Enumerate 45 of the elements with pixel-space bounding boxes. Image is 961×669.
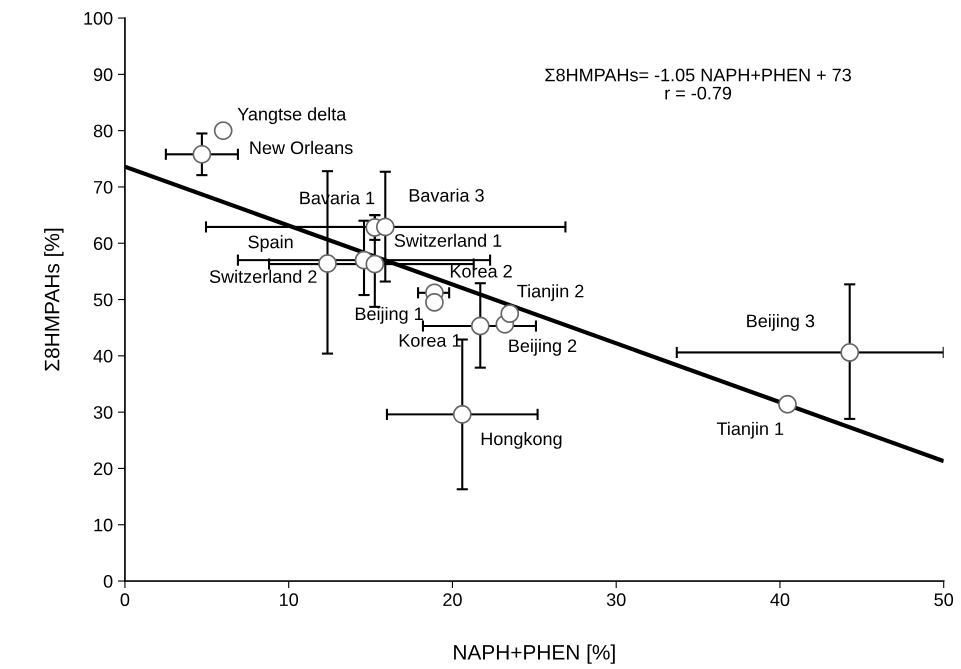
x-tick-label: 10 [280,593,298,606]
y-tick-label: 30 [94,406,112,419]
point [192,144,212,164]
point [214,121,233,140]
y-tick-label: 80 [94,124,112,138]
point [318,254,337,273]
x-tick-label: 30 [606,593,626,606]
annotation: Tianjin 2 [517,284,584,302]
x-axis-title: NAPH+PHEN [%] [454,644,615,664]
y-tick-label: 20 [94,462,112,476]
x-tick-label: 50 [934,593,954,606]
point [425,293,444,312]
x-tick-label: 20 [443,593,462,606]
point [452,405,472,424]
point [470,316,490,336]
y-axis-title: Σ8HMPAHs [%] [44,228,64,371]
x-tick-label: 0 [120,593,130,606]
y-tick-label: 50 [94,293,112,306]
y-tick-label: 40 [93,350,112,363]
annotation: Bavaria 3 [410,188,484,202]
annotation: Hongkong [482,432,562,449]
x-tick-label: 40 [770,593,790,606]
point [840,343,860,362]
annotation: Tianjin 1 [716,422,784,439]
point [500,304,520,323]
annotation: Beijing 1 [356,306,423,324]
annotation: Switzerland 2 [210,270,316,283]
annotation: Yangtse delta [238,107,346,124]
y-tick-label: 90 [94,68,112,82]
annotation: Σ8HMPAHs= -1.05 NAPH+PHEN + 73 r = -0.79 [545,68,851,100]
y-tick-label: 0 [104,574,112,588]
annotation: Beijing 2 [509,338,576,356]
annotation: New Orleans [250,140,353,154]
y-tick-label: 70 [94,180,112,194]
point [778,394,797,414]
y-tick-label: 10 [94,518,112,532]
y-tick-label: 60 [94,237,112,250]
y-tick-label: 100 [84,12,112,25]
annotation: Switzerland 1 [394,234,502,247]
point [376,218,395,236]
annotation: Korea 1 [400,334,461,347]
annotation: Korea 2 [450,264,512,278]
point [365,254,384,274]
annotation: Beijing 3 [747,314,814,331]
annotation: Spain [248,235,292,252]
